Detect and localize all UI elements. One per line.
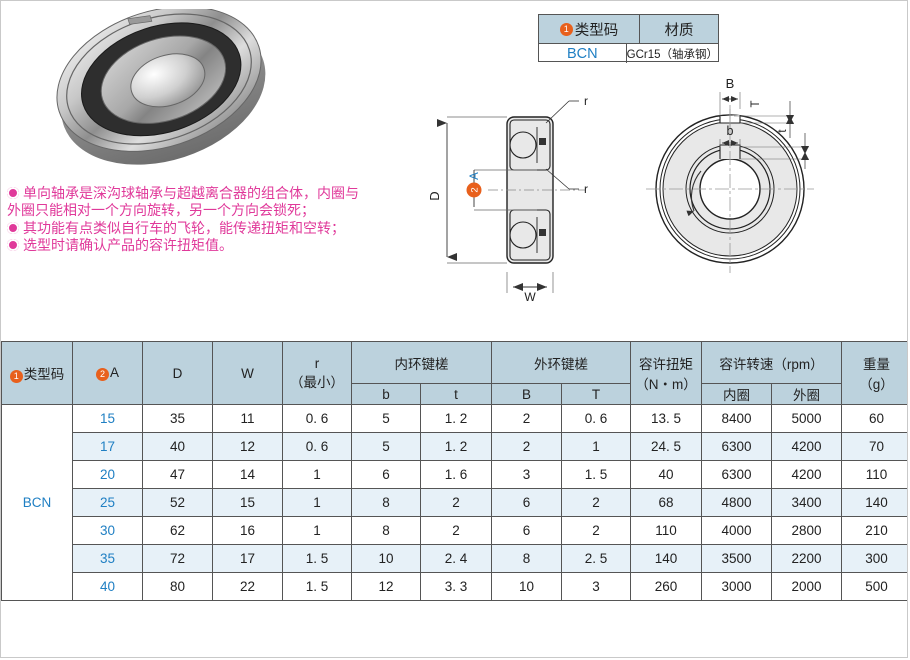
- svg-text:r: r: [584, 182, 588, 196]
- svg-text:A: A: [469, 172, 481, 180]
- svg-text:r: r: [584, 94, 588, 108]
- svg-text:D: D: [427, 191, 442, 200]
- svg-text:B: B: [726, 76, 735, 91]
- svg-text:T: T: [750, 100, 762, 107]
- svg-text:b: b: [727, 124, 734, 138]
- svg-text:2: 2: [470, 187, 481, 192]
- svg-text:t: t: [777, 129, 789, 133]
- svg-text:W: W: [524, 290, 536, 304]
